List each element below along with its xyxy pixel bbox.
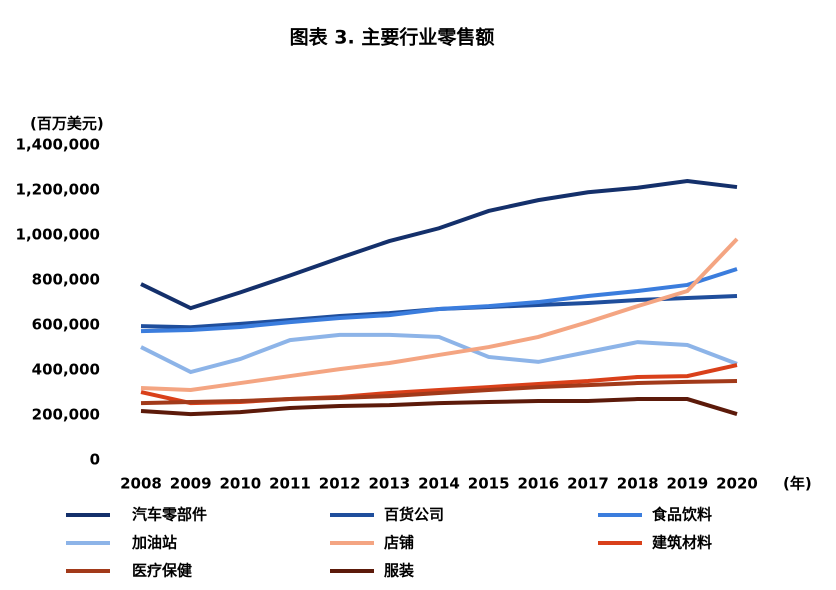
y-tick-label: 200,000: [32, 406, 100, 424]
x-tick-label: 2012: [319, 475, 361, 493]
x-tick-label: 2009: [170, 475, 212, 493]
legend-label: 医疗保健: [132, 562, 192, 580]
x-tick-label: 2008: [120, 475, 162, 493]
x-tick-label: 2011: [269, 475, 311, 493]
legend-label: 店铺: [384, 534, 414, 552]
series-line: [140, 267, 738, 334]
y-tick-label: 1,400,000: [16, 136, 100, 154]
chart-title: 图表 3. 主要行业零售额: [290, 26, 495, 49]
y-tick-label: 400,000: [32, 361, 100, 379]
x-tick-label: 2017: [567, 475, 609, 493]
x-axis-unit: (年): [783, 475, 812, 493]
y-tick-label: 1,000,000: [16, 226, 100, 244]
x-tick-label: 2016: [517, 475, 559, 493]
series-line: [140, 397, 738, 417]
x-tick-label: 2018: [617, 475, 659, 493]
y-axis-unit: (百万美元): [30, 115, 104, 133]
legend-label: 百货公司: [384, 506, 444, 524]
legend-label: 食品饮料: [652, 506, 712, 524]
series-line: [140, 178, 738, 311]
x-tick-label: 2010: [219, 475, 261, 493]
series-line: [140, 332, 738, 375]
legend-label: 服装: [384, 562, 415, 580]
legend-label: 建筑材料: [652, 534, 712, 552]
series-line: [140, 293, 738, 330]
x-tick-label: 2013: [368, 475, 410, 493]
y-tick-label: 1,200,000: [16, 181, 100, 199]
series-line: [140, 379, 738, 406]
legend-label: 加油站: [131, 534, 177, 552]
y-tick-label: 0: [90, 451, 100, 469]
y-tick-label: 600,000: [32, 316, 100, 334]
x-tick-label: 2015: [468, 475, 510, 493]
x-tick-label: 2014: [418, 475, 460, 493]
x-tick-label: 2020: [716, 475, 758, 493]
series-line: [140, 237, 739, 393]
x-tick-label: 2019: [666, 475, 708, 493]
y-tick-label: 800,000: [32, 271, 100, 289]
legend-label: 汽车零部件: [132, 506, 207, 524]
